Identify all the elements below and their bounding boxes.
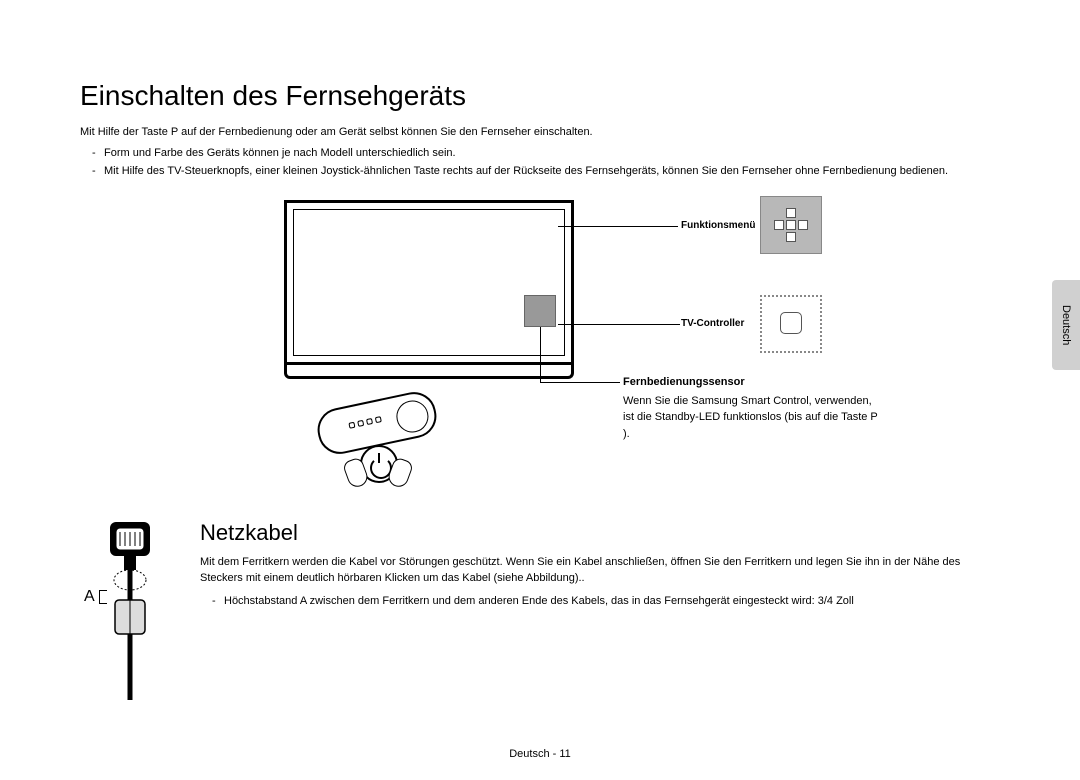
- power-plug-illustration: A: [80, 520, 170, 705]
- intro-text: Mit Hilfe der Taste P auf der Fernbedien…: [80, 124, 1000, 141]
- language-tab: Deutsch: [1052, 280, 1080, 370]
- callout-line: [540, 327, 541, 382]
- remote-illustration: [317, 400, 437, 446]
- tv-screen: [293, 209, 565, 356]
- netzkabel-heading: Netzkabel: [200, 520, 1000, 546]
- power-press-illustration: [360, 445, 398, 483]
- callout-line: [540, 382, 620, 383]
- intro-bullets: Form und Farbe des Geräts können je nach…: [92, 145, 1000, 180]
- sensor-label: Fernbedienungssensor: [623, 376, 745, 388]
- netzkabel-section: A Netzkabel Mit dem Ferritkern werden di…: [80, 520, 1000, 705]
- tv-controller-button-icon: [780, 312, 802, 334]
- funktionsmenu-label: Funktionsmenü: [681, 220, 755, 231]
- tv-outline: [284, 200, 574, 365]
- bullet-item: Form und Farbe des Geräts können je nach…: [92, 145, 1000, 162]
- callout-line: [558, 324, 680, 325]
- page-title: Einschalten des Fernsehgeräts: [80, 80, 1000, 112]
- dpad-icon: [776, 206, 806, 244]
- netzkabel-paragraph: Mit dem Ferritkern werden die Kabel vor …: [200, 554, 1000, 587]
- distance-a-label: A: [84, 588, 109, 606]
- tv-stand: [284, 365, 574, 379]
- page-footer: Deutsch - 11: [0, 748, 1080, 760]
- tv-diagram: Fernbedienungssensor Wenn Sie die Samsun…: [80, 200, 1000, 510]
- sensor-description: Wenn Sie die Samsung Smart Control, verw…: [623, 393, 883, 443]
- netzkabel-bullet: Höchstabstand A zwischen dem Ferritkern …: [200, 593, 1000, 610]
- bullet-item: Mit Hilfe des TV-Steuerknopfs, einer kle…: [92, 163, 1000, 180]
- tv-controller-label: TV-Controller: [681, 318, 744, 329]
- callout-line: [558, 226, 678, 227]
- sensor-indicator: [524, 295, 556, 327]
